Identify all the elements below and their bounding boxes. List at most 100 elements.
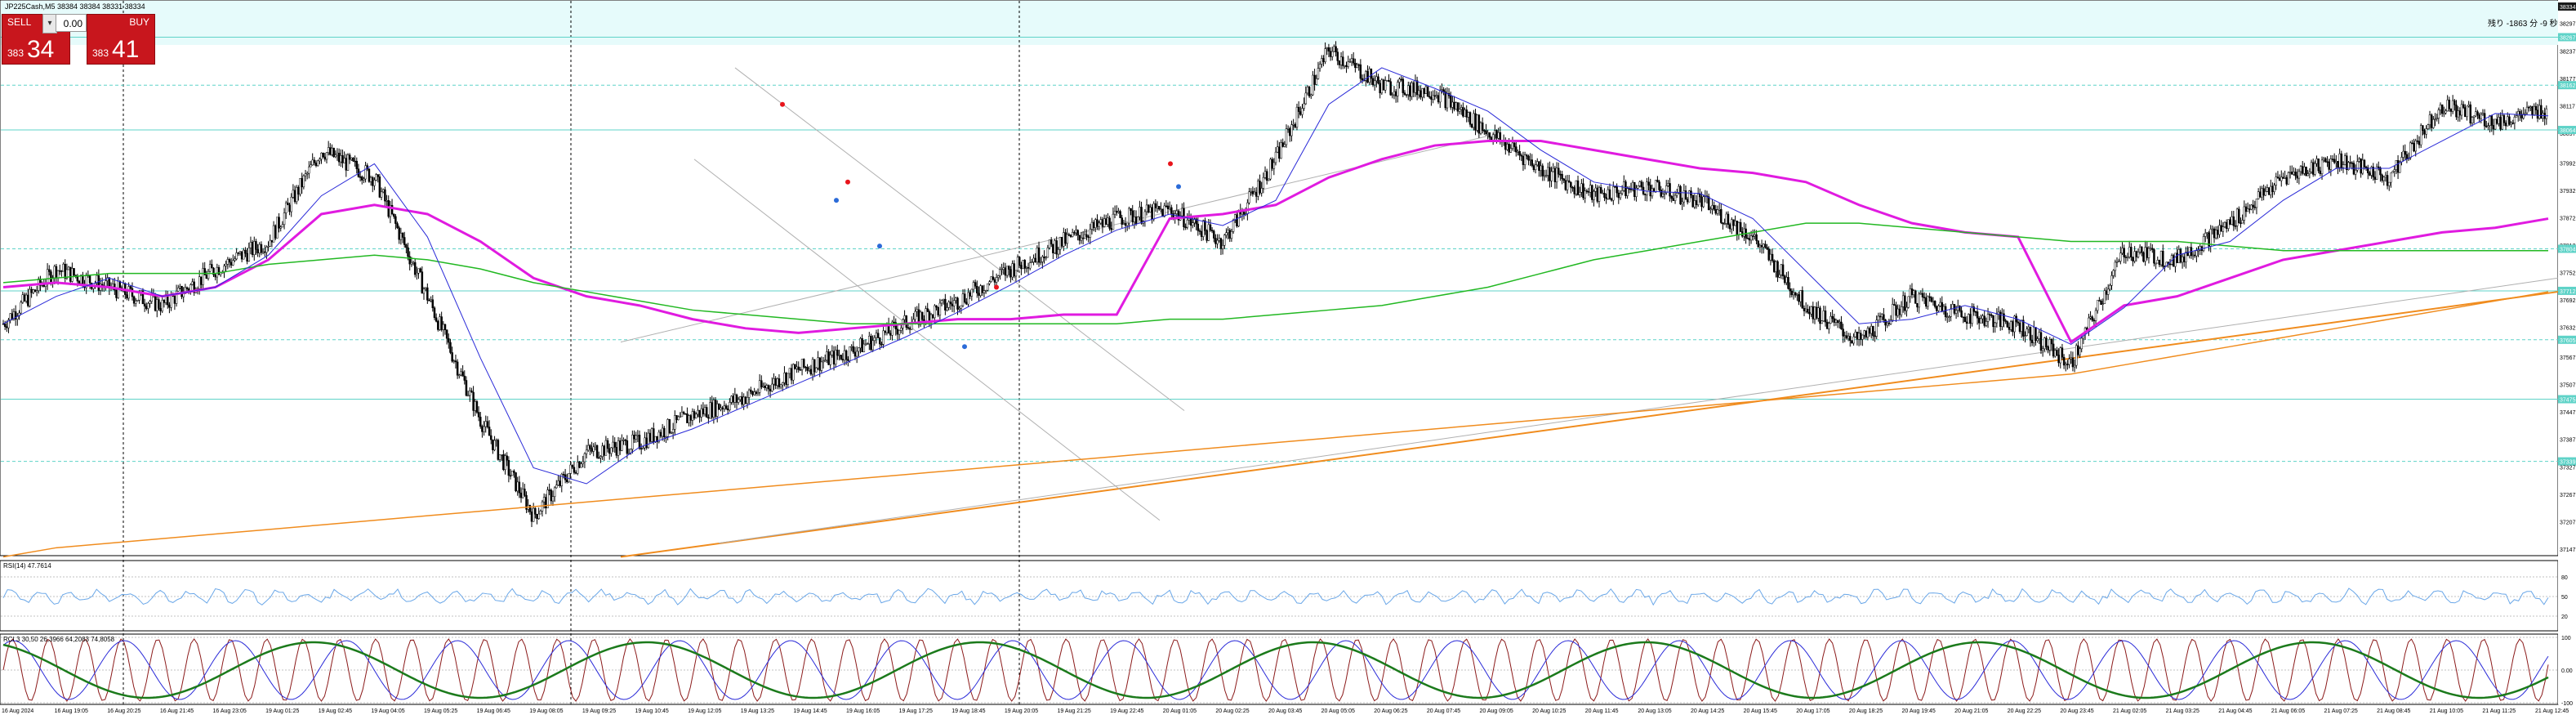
candle-body bbox=[551, 496, 555, 502]
candle-body bbox=[2329, 159, 2333, 170]
candle-body bbox=[1313, 74, 1316, 85]
candle-body bbox=[1969, 314, 1972, 324]
candle-body bbox=[2223, 221, 2226, 227]
price-tick-label: 37567 bbox=[2560, 355, 2576, 361]
candle-body bbox=[2151, 248, 2154, 250]
candle-body bbox=[2423, 130, 2426, 135]
candle-body bbox=[1014, 270, 1018, 277]
candle-body bbox=[2375, 166, 2378, 180]
candle-body bbox=[755, 391, 758, 395]
candle-body bbox=[1709, 208, 1712, 211]
candle-body bbox=[560, 474, 564, 486]
candle-body bbox=[1538, 161, 1540, 171]
candle-body bbox=[2462, 104, 2465, 108]
candle-body bbox=[671, 429, 675, 433]
candle-body bbox=[1460, 107, 1463, 110]
candle-body bbox=[631, 435, 634, 450]
candle-body bbox=[443, 324, 447, 330]
buy-button[interactable]: BUY 383 41 bbox=[87, 14, 155, 65]
candle-body bbox=[1304, 92, 1308, 105]
candle-body bbox=[237, 252, 240, 254]
candle-body bbox=[2185, 252, 2187, 262]
candle-body bbox=[813, 359, 816, 373]
candle-body bbox=[1767, 248, 1770, 261]
time-tick-label: 19 Aug 04:05 bbox=[371, 708, 404, 714]
candle-body bbox=[2472, 115, 2476, 118]
candle-body bbox=[2516, 111, 2520, 116]
price-tick-label: 38057 bbox=[2560, 132, 2576, 137]
candle-body bbox=[1789, 288, 1791, 292]
candle-body bbox=[1555, 168, 1558, 182]
candle-body bbox=[2056, 350, 2058, 355]
candle-body bbox=[1654, 180, 1657, 193]
candle-body bbox=[2328, 161, 2330, 170]
candle-body bbox=[65, 269, 69, 279]
candle-body bbox=[1780, 264, 1783, 275]
candle-body bbox=[2373, 177, 2377, 180]
candle-body bbox=[1589, 185, 1592, 193]
candle-body bbox=[1467, 112, 1470, 118]
candle-body bbox=[479, 417, 482, 427]
candle-body bbox=[537, 513, 540, 520]
candle-body bbox=[1198, 230, 1201, 232]
candle-body bbox=[1531, 159, 1534, 166]
candle-body bbox=[1976, 311, 1979, 319]
candle-body bbox=[1257, 181, 1259, 197]
candle-body bbox=[1775, 261, 1777, 272]
candle-body bbox=[2358, 159, 2360, 162]
candle-body bbox=[2361, 159, 2364, 174]
candle-body bbox=[1497, 132, 1500, 139]
candle-body bbox=[832, 351, 836, 364]
candle-body bbox=[2400, 157, 2403, 163]
indicator-series bbox=[2, 67, 2549, 558]
candle-body bbox=[2381, 174, 2383, 181]
candle-body bbox=[773, 378, 775, 385]
candle-body bbox=[578, 462, 581, 468]
candle-body bbox=[1339, 56, 1343, 65]
candle-body bbox=[1303, 103, 1305, 109]
candle-body bbox=[2079, 348, 2081, 355]
candle-body bbox=[2311, 162, 2315, 175]
candle-body bbox=[1567, 180, 1571, 183]
candle-body bbox=[1985, 321, 1988, 326]
candle-body bbox=[2379, 168, 2382, 176]
price-tick-label: 38177 bbox=[2560, 77, 2576, 83]
candle-body bbox=[653, 428, 655, 442]
candle-body bbox=[1523, 154, 1526, 165]
sell-button[interactable]: SELL 383 34 bbox=[2, 14, 70, 65]
candle-body bbox=[2225, 221, 2228, 229]
candle-body bbox=[2217, 230, 2219, 235]
candle-body bbox=[433, 307, 436, 318]
candle-body bbox=[1329, 51, 1332, 57]
candle-body bbox=[2282, 177, 2284, 179]
candle-body bbox=[648, 432, 652, 442]
candle-body bbox=[1197, 223, 1200, 231]
candle-body bbox=[644, 437, 646, 449]
candle-body bbox=[2191, 254, 2195, 257]
time-tick-label: 20 Aug 03:45 bbox=[1268, 708, 1302, 714]
candle-body bbox=[1783, 275, 1786, 284]
time-tick-label: 16 Aug 21:45 bbox=[160, 708, 194, 714]
candle-body bbox=[1397, 82, 1399, 96]
candle-body bbox=[348, 154, 351, 160]
candle-body bbox=[2018, 323, 2021, 332]
candle-body bbox=[2149, 248, 2152, 250]
candle-body bbox=[2414, 141, 2417, 152]
candle-body bbox=[2391, 171, 2394, 173]
candle-body bbox=[2545, 108, 2548, 119]
price-tick-label: 37992 bbox=[2560, 161, 2576, 167]
lot-size-input[interactable]: 0.00 bbox=[56, 14, 87, 32]
candle-body bbox=[847, 359, 849, 361]
candle-body bbox=[834, 349, 837, 364]
signal-dot bbox=[1176, 184, 1181, 190]
candle-body bbox=[2006, 321, 2009, 328]
candle-body bbox=[1923, 297, 1926, 298]
candle-body bbox=[30, 288, 33, 293]
fast-ma-line bbox=[2, 67, 2549, 485]
candle-body bbox=[1403, 92, 1406, 95]
candle-body bbox=[733, 394, 737, 403]
candle-body bbox=[253, 241, 256, 255]
candle-body bbox=[1292, 123, 1295, 126]
candle-body bbox=[33, 289, 37, 293]
